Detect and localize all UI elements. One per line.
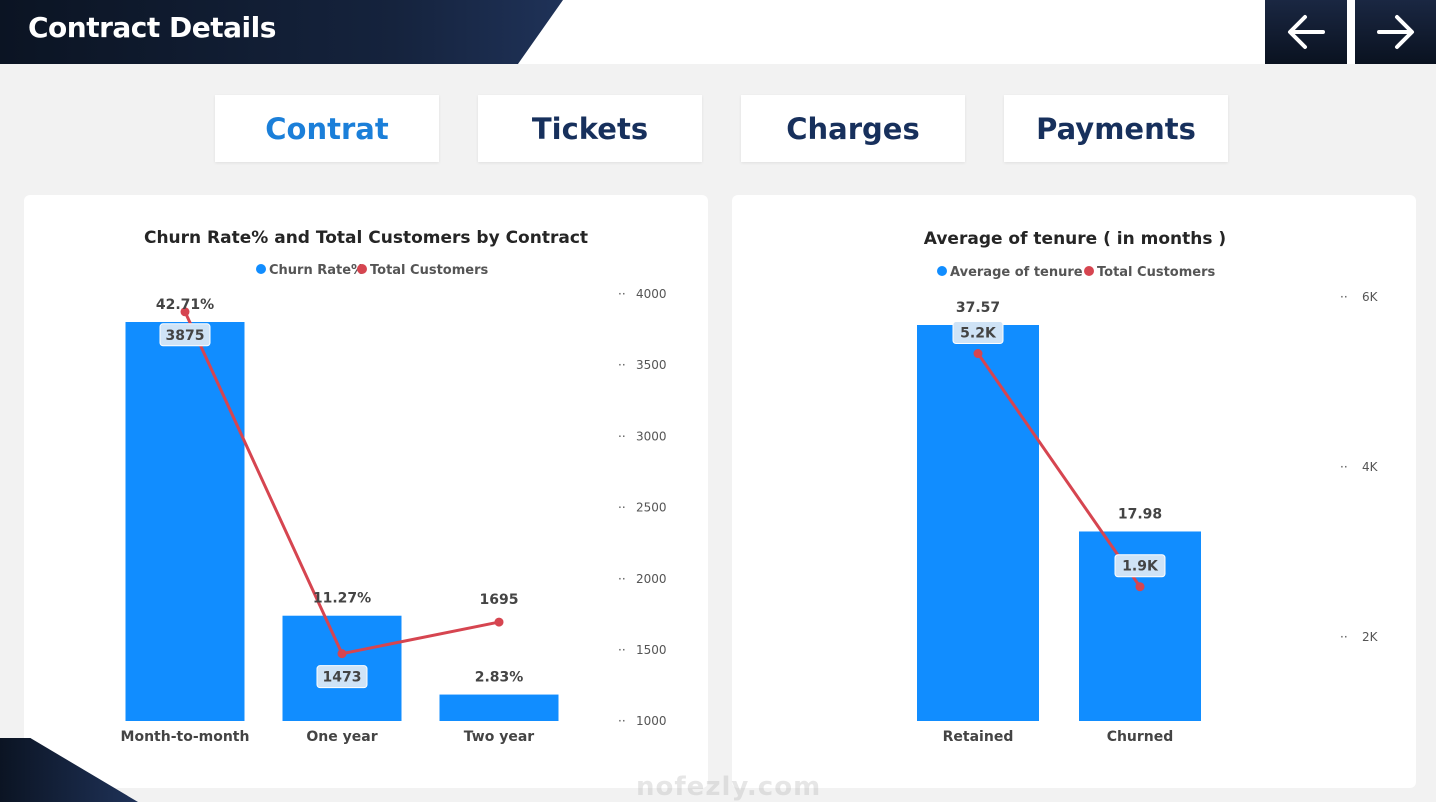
gridline-dots: ·· <box>1340 460 1348 474</box>
y-tick-label: 6K <box>1362 290 1379 304</box>
back-button[interactable] <box>1265 0 1347 64</box>
bar-data-label: 11.27% <box>313 591 371 607</box>
legend: Average of tenure Total Customers <box>937 265 1215 280</box>
watermark: nofezly.com <box>628 700 820 802</box>
legend: Churn Rate% Total Customers <box>256 263 488 278</box>
arrow-right-icon <box>1377 15 1414 49</box>
page-title: Contract Details <box>28 11 276 44</box>
legend-label-churn-rate: Churn Rate% <box>269 263 364 278</box>
legend-marker-total-customers <box>357 264 367 274</box>
y-tick-label: 2500 <box>636 501 667 515</box>
y-tick-label: 4000 <box>636 287 667 301</box>
legend-marker-churn-rate <box>256 264 266 274</box>
bar-two-year[interactable] <box>439 694 559 721</box>
legend-marker-average-tenure <box>937 266 947 276</box>
contract-chart: Churn Rate% and Total Customers by Contr… <box>121 228 667 745</box>
contract-chart-panel: Churn Rate% and Total Customers by Contr… <box>24 195 708 788</box>
y-tick-label: 2K <box>1362 630 1379 644</box>
gridline-dots: ·· <box>1340 290 1348 304</box>
tenure-chart-panel: Average of tenure ( in months ) Average … <box>732 195 1416 788</box>
gridline-dots: ·· <box>618 714 626 728</box>
gridline-dots: ·· <box>618 287 626 301</box>
tab-payments[interactable]: Payments <box>1004 95 1228 162</box>
x-tick-label: Churned <box>1107 729 1174 745</box>
line-data-label: 1.9K <box>1122 559 1159 575</box>
line-data-label: 1473 <box>323 670 362 686</box>
tab-charges[interactable]: Charges <box>741 95 965 162</box>
forward-button[interactable] <box>1355 0 1436 64</box>
bar-data-label: 37.57 <box>956 300 1000 316</box>
chart-title: Average of tenure ( in months ) <box>924 229 1226 249</box>
line-total-customers <box>976 352 1142 588</box>
line-point[interactable] <box>1135 582 1145 592</box>
bar-month-to-month[interactable] <box>125 322 245 721</box>
line-label-box <box>316 665 368 689</box>
tab-tickets[interactable]: Tickets <box>478 95 702 162</box>
line-point[interactable] <box>337 649 347 659</box>
gridline-dots: ·· <box>618 501 626 515</box>
legend-label-total-customers: Total Customers <box>1097 265 1215 280</box>
line-label-box <box>1114 554 1166 578</box>
y-tick-label: 3000 <box>636 429 667 443</box>
gridline-dots: ·· <box>618 358 626 372</box>
bar-data-label: 42.71% <box>156 297 214 313</box>
bar-data-label: 17.98 <box>1118 506 1162 522</box>
arrow-left-icon <box>1288 15 1325 49</box>
legend-label-average-tenure: Average of tenure <box>950 265 1083 280</box>
gridline-dots: ·· <box>618 429 626 443</box>
line-data-label: 5.2K <box>960 326 997 342</box>
legend-marker-total-customers <box>1084 266 1094 276</box>
x-tick-label: One year <box>306 729 377 745</box>
gridline-dots: ·· <box>618 643 626 657</box>
gridline-dots: ·· <box>618 572 626 586</box>
bar-data-label: 2.83% <box>475 670 524 686</box>
watermark-text: nofezly.com <box>636 772 822 802</box>
tab-contrat[interactable]: Contrat <box>215 95 439 162</box>
y-tick-label: 1000 <box>636 714 667 728</box>
y-tick-label: 4K <box>1362 460 1379 474</box>
x-tick-label: Retained <box>943 729 1014 745</box>
x-tick-label: Two year <box>464 729 535 745</box>
bar-retained[interactable] <box>917 325 1039 721</box>
tenure-chart: Average of tenure ( in months ) Average … <box>917 229 1379 745</box>
line-point[interactable] <box>494 617 504 627</box>
line-point[interactable] <box>180 307 190 317</box>
y-tick-label: 1500 <box>636 643 667 657</box>
title-bar <box>0 0 563 64</box>
line-data-label: 1695 <box>480 592 519 608</box>
chart-title: Churn Rate% and Total Customers by Contr… <box>144 228 588 248</box>
x-tick-label: Month-to-month <box>121 729 250 745</box>
gridline-dots: ·· <box>1340 630 1348 644</box>
y-tick-label: 3500 <box>636 358 667 372</box>
line-point[interactable] <box>973 349 983 359</box>
legend-label-total-customers: Total Customers <box>370 263 488 278</box>
line-label-box <box>159 323 211 347</box>
y-tick-label: 2000 <box>636 572 667 586</box>
line-data-label: 3875 <box>166 328 205 344</box>
line-label-box <box>952 321 1004 345</box>
